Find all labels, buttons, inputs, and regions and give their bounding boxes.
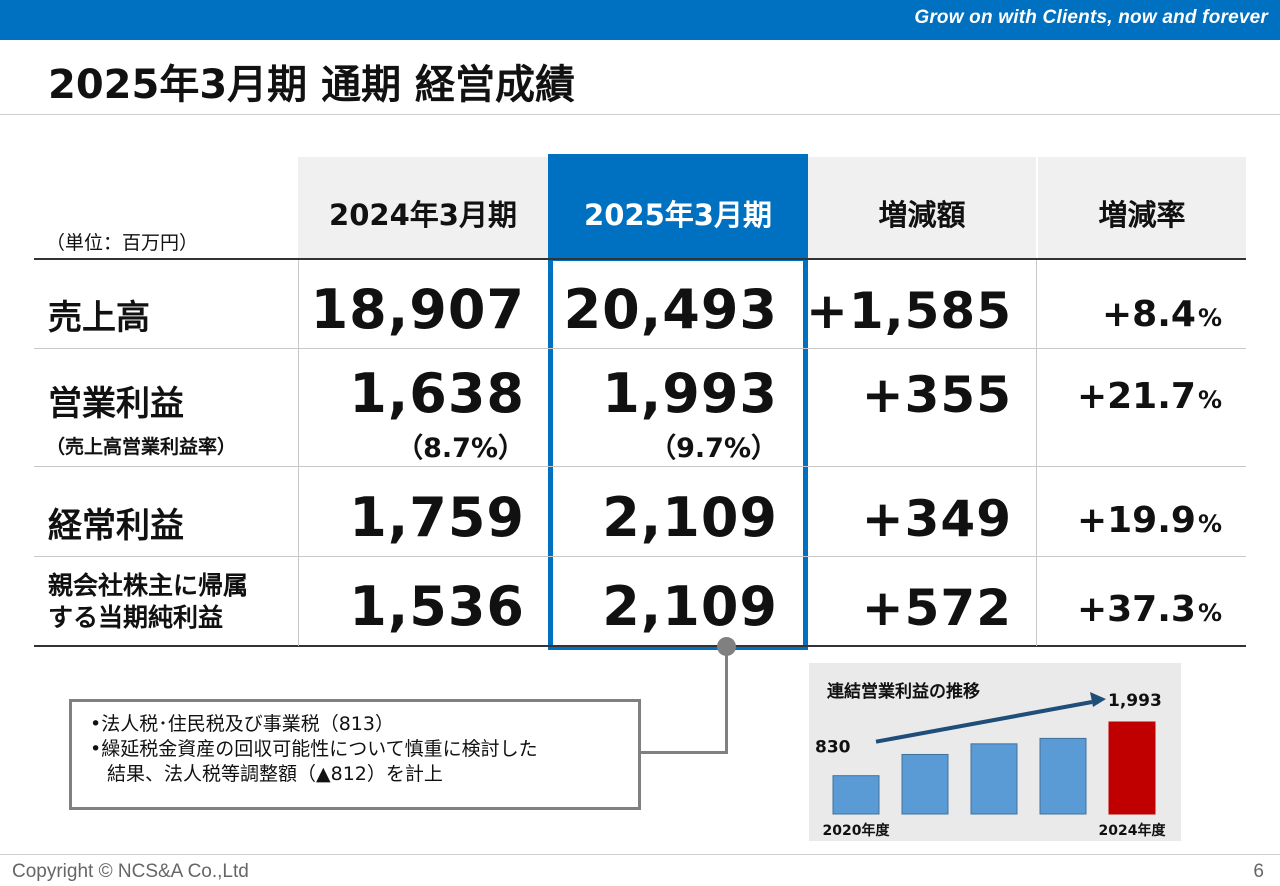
header-cell-bg-2024: [298, 157, 548, 259]
net-income-2025: 2,109: [602, 575, 778, 638]
ordinary-income-2025: 2,109: [602, 486, 778, 549]
column-divider: [1036, 260, 1037, 646]
sales-2025: 20,493: [563, 278, 778, 341]
chart-bar: [1039, 737, 1087, 815]
page-number: 6: [1253, 861, 1264, 882]
page-title: 2025年3月期 通期 経営成績: [48, 62, 576, 108]
tax-note-line: •繰延税金資産の回収可能性について慎重に検討した: [90, 738, 538, 760]
chart-value-label: 830: [815, 738, 851, 758]
corporate-tagline: Grow on with Clients, now and forever: [914, 7, 1268, 28]
row-label-operating-income: 営業利益: [48, 384, 184, 424]
row-sublabel-operating-margin: （売上高営業利益率）: [46, 436, 237, 458]
operating-income-diff: +355: [861, 366, 1012, 424]
sales-diff: +1,585: [805, 282, 1012, 340]
column-header-rate: 増減率: [1098, 198, 1186, 232]
callout-connector: [640, 751, 728, 754]
chart-value-label: 1,993: [1108, 691, 1162, 711]
tax-note-callout: •法人税･住民税及び事業税（813） •繰延税金資産の回収可能性について慎重に検…: [69, 699, 641, 810]
operating-income-2024: 1,638: [349, 362, 525, 425]
callout-connector: [725, 647, 728, 753]
chart-category-label: 2020年度: [823, 822, 891, 839]
column-header-2025: 2025年3月期: [584, 198, 772, 232]
chart-bar: [832, 775, 880, 815]
column-header-2024: 2024年3月期: [329, 198, 517, 232]
tax-note-line: •法人税･住民税及び事業税（813）: [90, 713, 394, 735]
row-label-net-income-line2: する当期純利益: [48, 603, 224, 632]
header-separator: [1036, 157, 1038, 259]
trend-arrow-head: [1090, 692, 1106, 707]
title-divider: [0, 114, 1280, 115]
row-label-net-income: 親会社株主に帰属 する当期純利益: [48, 570, 248, 634]
highlight-column-frame: [548, 259, 808, 650]
highlight-column-header: [548, 154, 808, 261]
operating-income-2025: 1,993: [602, 362, 778, 425]
table-bottom-rule: [34, 645, 1246, 647]
chart-title: 連結営業利益の推移: [827, 682, 980, 702]
table-header-rule: [34, 258, 1246, 260]
chart-category-label: 2024年度: [1099, 822, 1167, 839]
sales-rate: +8.4%: [1102, 294, 1222, 335]
ordinary-income-diff: +349: [861, 490, 1012, 548]
trend-arrow-line: [875, 700, 1093, 744]
row-label-net-income-line1: 親会社株主に帰属: [48, 571, 249, 600]
header-cell-bg-diff: [808, 157, 1246, 259]
top-banner: Grow on with Clients, now and forever: [0, 0, 1280, 40]
chart-bar: [1108, 721, 1156, 815]
sales-2024: 18,907: [310, 278, 525, 341]
unit-label: （単位：百万円）: [46, 232, 199, 254]
row-label-ordinary-income: 経常利益: [48, 506, 184, 546]
ordinary-income-2024: 1,759: [349, 486, 525, 549]
chart-bar: [970, 743, 1018, 815]
column-header-diff: 増減額: [878, 198, 966, 232]
operating-margin-2024: （8.7%）: [396, 433, 525, 464]
operating-income-rate: +21.7%: [1076, 376, 1222, 417]
table-row-rule: [34, 466, 1246, 467]
net-income-rate: +37.3%: [1076, 589, 1222, 630]
net-income-2024: 1,536: [349, 575, 525, 638]
operating-margin-2025: （9.7%）: [649, 433, 778, 464]
callout-anchor-dot: [717, 637, 736, 656]
row-label-sales: 売上高: [48, 298, 150, 338]
table-row-rule: [34, 348, 1246, 349]
column-divider: [298, 260, 299, 646]
copyright-text: Copyright © NCS&A Co.,Ltd: [12, 861, 249, 882]
table-row-rule: [34, 556, 1246, 557]
net-income-diff: +572: [861, 579, 1012, 637]
chart-bar: [901, 753, 949, 815]
footer-divider: [0, 854, 1280, 855]
ordinary-income-rate: +19.9%: [1076, 500, 1222, 541]
tax-note-line: 結果、法人税等調整額（▲812）を計上: [107, 763, 443, 785]
operating-income-trend-chart: 830 1,993 2020年度 2024年度: [815, 691, 1167, 839]
